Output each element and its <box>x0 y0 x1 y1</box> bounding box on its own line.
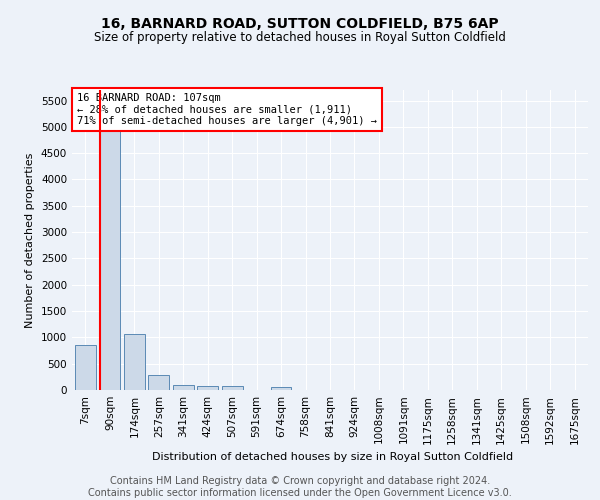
Text: 16 BARNARD ROAD: 107sqm
← 28% of detached houses are smaller (1,911)
71% of semi: 16 BARNARD ROAD: 107sqm ← 28% of detache… <box>77 93 377 126</box>
Y-axis label: Number of detached properties: Number of detached properties <box>25 152 35 328</box>
Bar <box>173 385 194 390</box>
Bar <box>100 100 120 390</box>
Text: 16, BARNARD ROAD, SUTTON COLDFIELD, B75 6AP: 16, BARNARD ROAD, SUTTON COLDFIELD, B75 … <box>101 18 499 32</box>
Bar <box>148 376 169 390</box>
Bar <box>75 345 96 390</box>
Bar <box>271 387 292 390</box>
Bar <box>124 334 145 390</box>
Text: Contains HM Land Registry data © Crown copyright and database right 2024.
Contai: Contains HM Land Registry data © Crown c… <box>88 476 512 498</box>
Bar <box>197 386 218 390</box>
Text: Distribution of detached houses by size in Royal Sutton Coldfield: Distribution of detached houses by size … <box>152 452 514 462</box>
Bar <box>222 386 242 390</box>
Text: Size of property relative to detached houses in Royal Sutton Coldfield: Size of property relative to detached ho… <box>94 31 506 44</box>
